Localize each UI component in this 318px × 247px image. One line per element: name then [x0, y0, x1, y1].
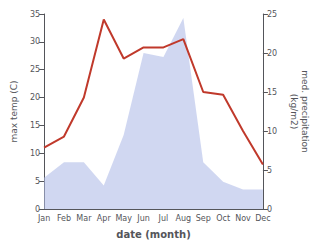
svg-text:5: 5 — [35, 177, 40, 186]
svg-text:35: 35 — [30, 10, 40, 19]
svg-text:Oct: Oct — [216, 214, 230, 223]
svg-text:Nov: Nov — [235, 214, 251, 223]
svg-text:Jan: Jan — [37, 214, 50, 223]
svg-text:max temp (C): max temp (C) — [9, 80, 19, 142]
svg-text:date (month): date (month) — [116, 229, 190, 240]
svg-text:(kg/m2): (kg/m2) — [289, 94, 299, 129]
svg-text:Apr: Apr — [97, 214, 112, 223]
svg-text:Sep: Sep — [196, 214, 211, 223]
svg-text:0: 0 — [35, 205, 40, 214]
svg-text:25: 25 — [267, 10, 277, 19]
svg-text:May: May — [115, 214, 132, 223]
svg-text:20: 20 — [267, 49, 277, 58]
svg-text:Jun: Jun — [136, 214, 150, 223]
svg-text:Mar: Mar — [76, 214, 92, 223]
svg-text:10: 10 — [30, 149, 40, 158]
svg-text:med. precipitation: med. precipitation — [300, 70, 310, 152]
svg-text:15: 15 — [30, 121, 40, 130]
svg-text:25: 25 — [30, 65, 40, 74]
svg-text:Dec: Dec — [255, 214, 270, 223]
svg-text:Feb: Feb — [57, 214, 71, 223]
svg-text:30: 30 — [30, 37, 40, 46]
svg-text:Aug: Aug — [176, 214, 192, 223]
svg-text:15: 15 — [267, 88, 277, 97]
svg-text:0: 0 — [267, 205, 272, 214]
svg-text:Jul: Jul — [158, 214, 169, 223]
svg-text:10: 10 — [267, 127, 277, 136]
svg-text:5: 5 — [267, 166, 272, 175]
svg-text:20: 20 — [30, 93, 40, 102]
